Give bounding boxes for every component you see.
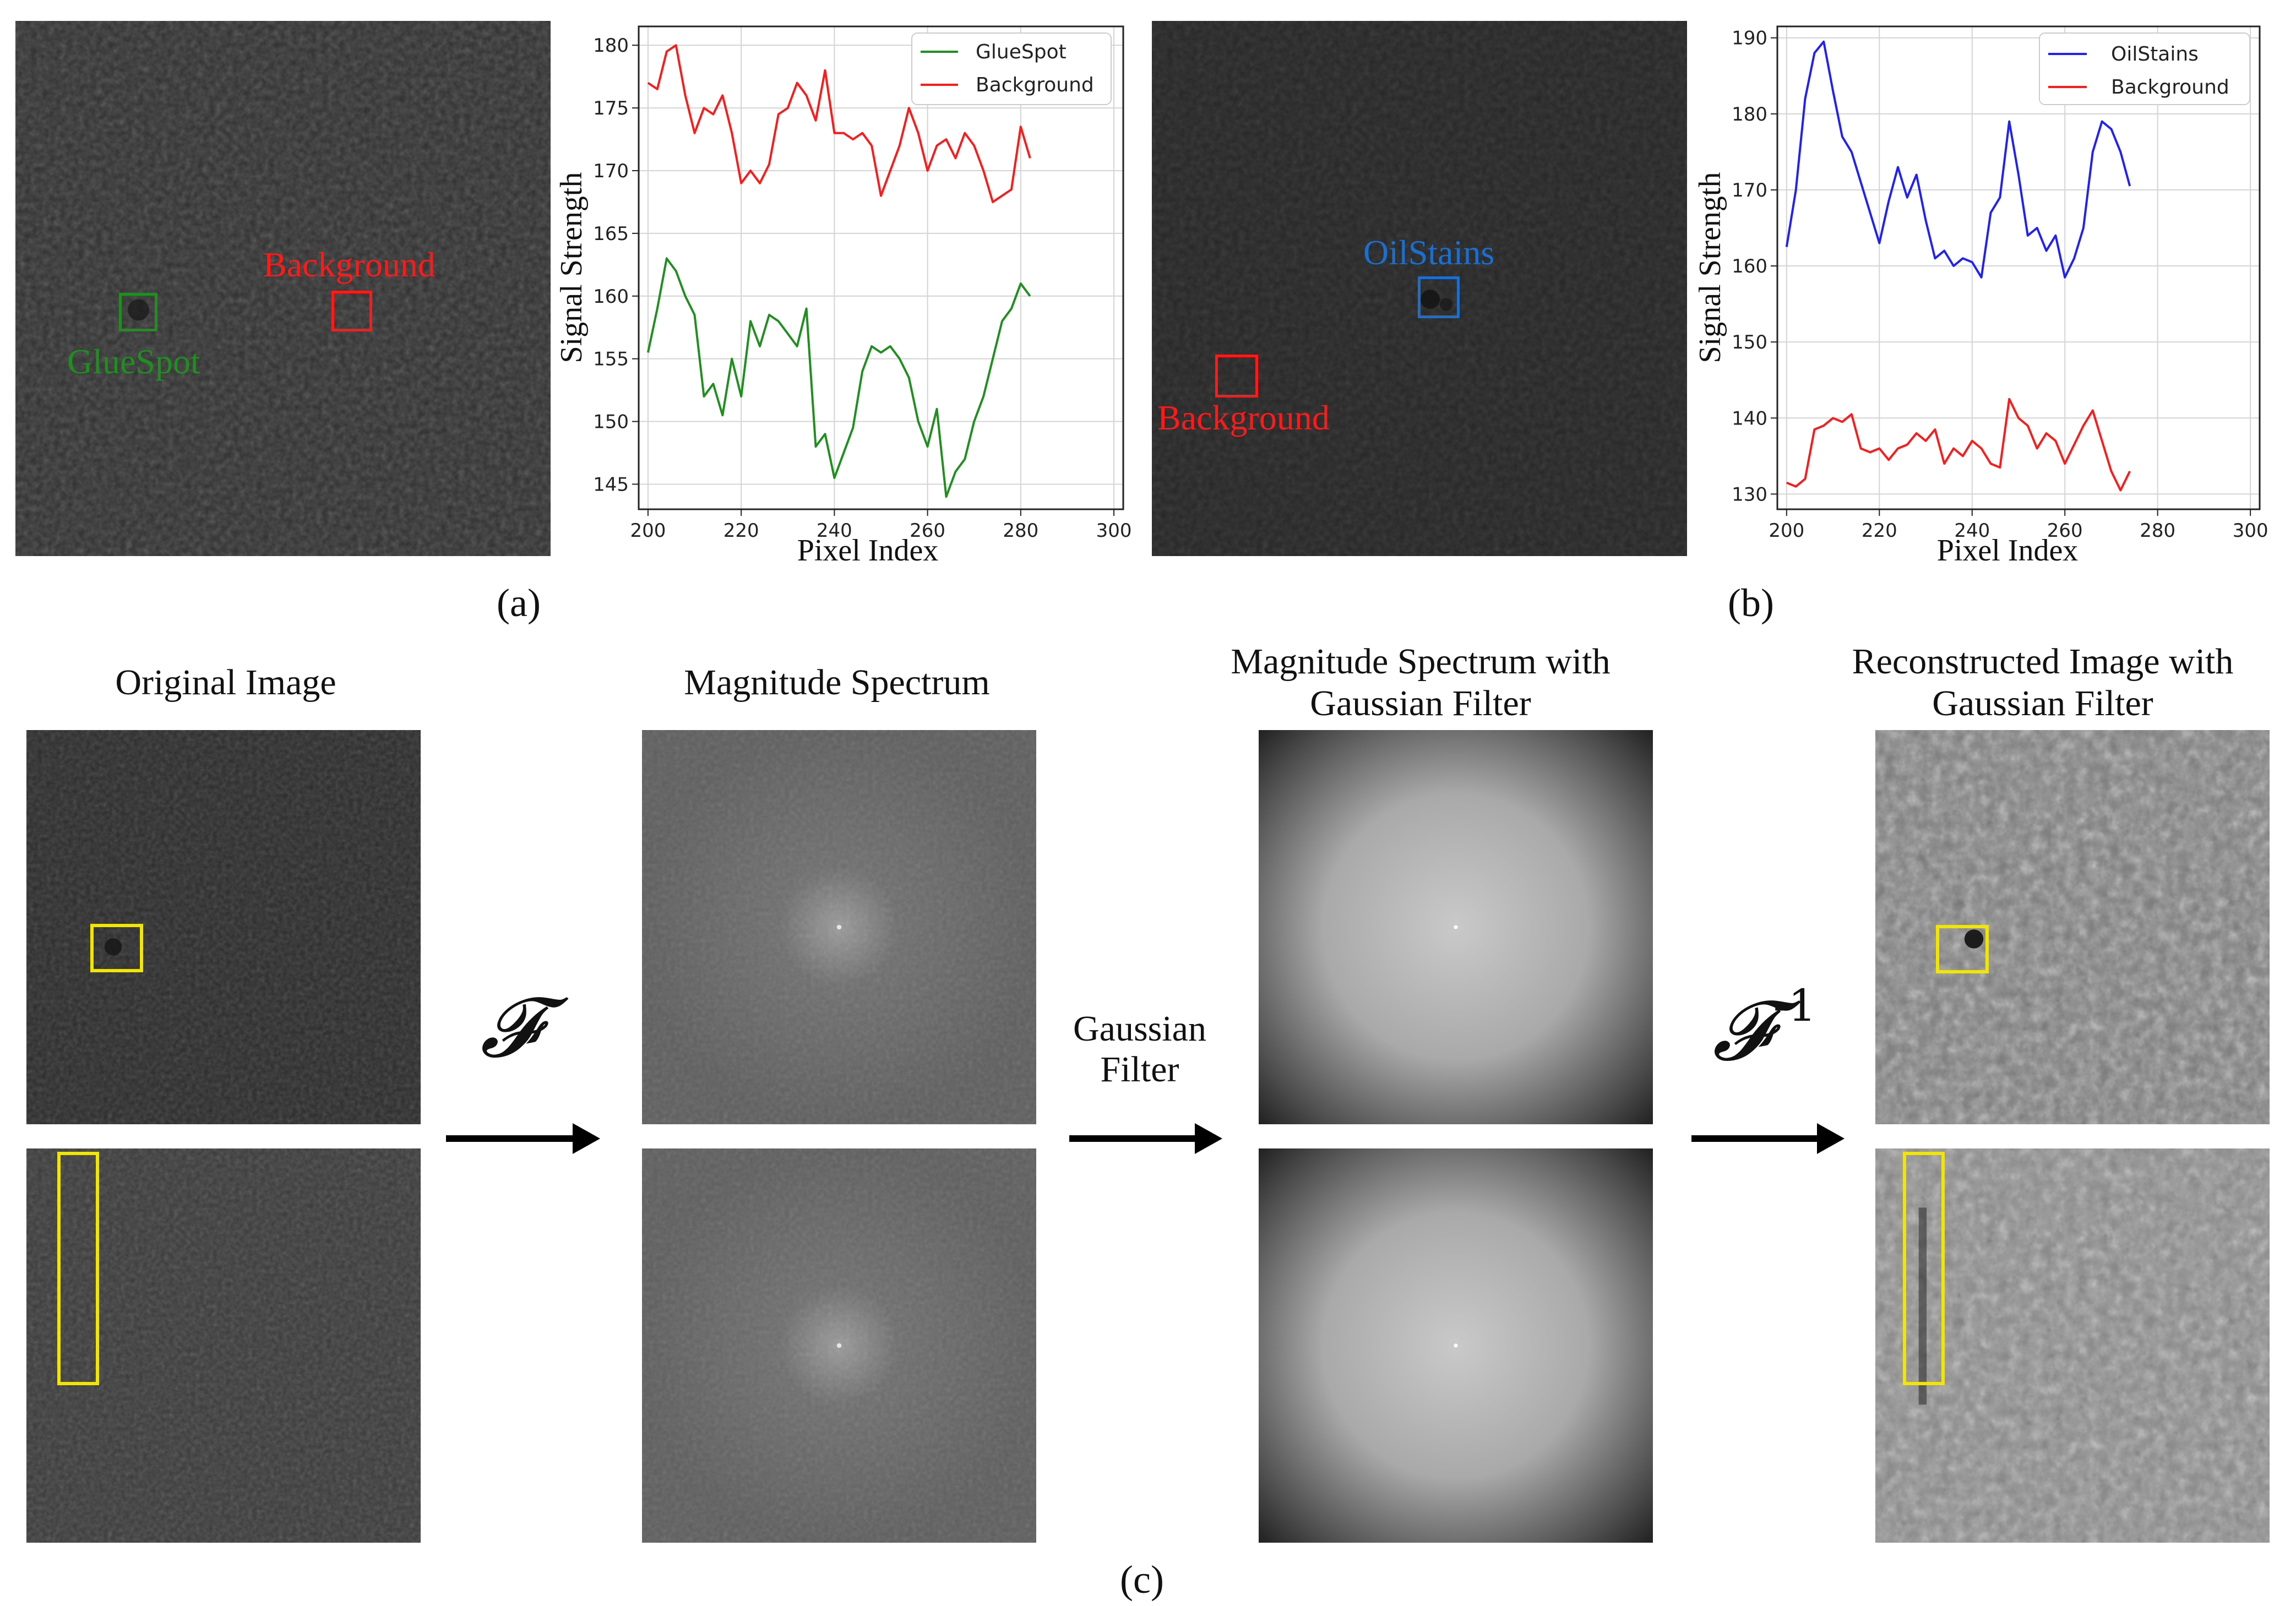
inverse-fourier-base: 𝓕 [1712,983,1773,1079]
chartB-ytick-label-4: 170 [1732,179,1767,202]
chartB-series-line-0 [1785,40,2131,279]
glue-spot-label: GlueSpot [67,342,200,381]
chartB-xtick-label-0: 200 [1769,520,1804,542]
chartB-series-line-1 [1786,398,2131,492]
inverse-fourier-exponent: -1 [1773,980,1816,1031]
chartB-xtick-label-5: 300 [2233,520,2268,542]
spectrum-image-top [642,730,1036,1124]
chartB-ytick-label-0: 130 [1732,483,1767,505]
chart-b: 200 220 240 260 280 300 130 140 150 160 170 180 190 … [0,0,2296,595]
chartA-series-line-0 [646,257,1031,498]
chart-a-xlabel: Pixel Index [797,533,939,568]
chart-b-legend-label-1: Background [2111,76,2229,99]
chartA-ytick-label-4: 165 [593,223,629,245]
chart-a-legend-label-0: GlueSpot [976,41,1067,63]
chart-a-ylabel: Signal Strength [554,172,589,363]
chartB-xtick-label-3: 260 [2047,520,2083,542]
background-label-b: Background [1157,398,1330,437]
chartA-ytick-label-5: 170 [593,160,629,182]
chartA-ytick-label-0: 145 [593,473,629,496]
chart-b-legend-label-0: OilStains [2111,43,2199,66]
chartB-ytick-label-3: 160 [1732,255,1767,277]
chartB-ytick-label-6: 190 [1732,28,1767,50]
chartA-xtick-label-1: 220 [723,520,759,542]
oil-stains-roi-box [1418,276,1460,318]
fourier-transform-symbol: 𝓕 [480,980,541,1077]
chartB-xtick-label-1: 220 [1862,520,1897,542]
chartB-xtick-label-2: 240 [1954,520,1990,542]
panel-label-c: (c) [1120,1558,1164,1602]
chart-a-legend-box [911,32,1112,105]
panel-label-b: (b) [1728,581,1774,625]
column-title-original: Original Image [115,662,336,703]
chartA-ytick-label-1: 150 [593,411,629,433]
chart-b-series [1785,40,2131,492]
chart-b-frame [1776,25,2261,510]
chartB-ytick-label-2: 150 [1732,331,1767,353]
chartA-xtick-label-3: 260 [910,520,945,542]
chartB-ytick-label-5: 180 [1732,104,1767,126]
chartB-xtick-label-4: 280 [2140,520,2175,542]
chart-a-series [646,44,1031,498]
chartA-xtick-label-2: 240 [817,520,852,542]
defect-box-reconstructed-bottom [1903,1152,1945,1385]
chartA-ytick-label-6: 175 [593,97,629,119]
spectrum-image-bottom [642,1148,1036,1543]
filtered-spectrum-image-top [1259,730,1653,1124]
inverse-fourier-symbol: 𝓕-1 [1712,980,1816,1081]
original-image-bottom [26,1148,421,1543]
column-title-filtered-spectrum: Magnitude Spectrum with Gaussian Filter [1231,641,1611,723]
background-roi-box-a [331,291,372,331]
chart-a: 200 220 240 260 280 300 145 150 155 160 165 170 175 1… [0,0,1151,595]
arrow-forward [446,1123,600,1154]
gaussian-filter-label: Gaussian Filter [1073,1009,1206,1090]
chartA-ytick-label-7: 180 [593,35,629,57]
chart-b-legend-box [2039,32,2250,105]
chartA-ytick-label-3: 160 [593,286,629,308]
chart-b-ylabel: Signal Strength [1693,172,1727,363]
filtered-spectrum-image-bottom [1259,1148,1653,1543]
background-label-a: Background [263,245,436,284]
chart-a-svg: 200 220 240 260 280 300 145 150 155 160 165 170 175 1… [554,25,1132,568]
chartA-xtick-label-4: 280 [1003,520,1038,542]
chart-a-legend: GlueSpot Background [911,32,1112,105]
defect-box-original-bottom [57,1152,99,1385]
arrow-gaussian [1069,1123,1222,1154]
reconstructed-image-top [1875,730,2270,1124]
chartA-ytick-label-2: 155 [593,349,629,371]
chart-b-legend: OilStains Background [2039,32,2250,105]
fourier-transform-symbol-text: 𝓕 [480,980,541,1076]
original-image-top [26,730,421,1124]
chartB-ytick-label-1: 140 [1732,407,1767,429]
chart-a-ticks: 200 220 240 260 280 300 145 150 155 160 165 170 175 1… [593,35,1131,542]
chartA-xtick-label-5: 300 [1096,520,1132,542]
column-title-spectrum: Magnitude Spectrum [684,662,990,703]
glue-spot-roi-box [119,293,157,331]
chart-b-ticks: 200 220 240 260 280 300 130 140 150 160 170 180 190 [1732,28,2268,542]
chartA-xtick-label-0: 200 [630,520,666,542]
defect-box-original-top [90,924,143,972]
chart-a-legend-label-1: Background [976,74,1094,96]
reconstructed-image-bottom [1875,1148,2270,1543]
chart-a-frame [638,25,1124,510]
panel-label-a: (a) [497,581,541,625]
background-roi-box-b [1215,355,1258,398]
chart-b-svg: 200 220 240 260 280 300130140150160170180190 … [1693,25,2268,568]
oil-stains-label: OilStains [1363,233,1495,272]
glue-sample-image [15,21,551,556]
chart-b-xlabel: Pixel Index [1937,533,2079,568]
defect-box-reconstructed-top [1936,925,1989,973]
arrow-inverse [1691,1123,1845,1154]
chartA-series-line-1 [647,44,1031,203]
column-title-reconstructed: Reconstructed Image with Gaussian Filter [1852,641,2234,723]
